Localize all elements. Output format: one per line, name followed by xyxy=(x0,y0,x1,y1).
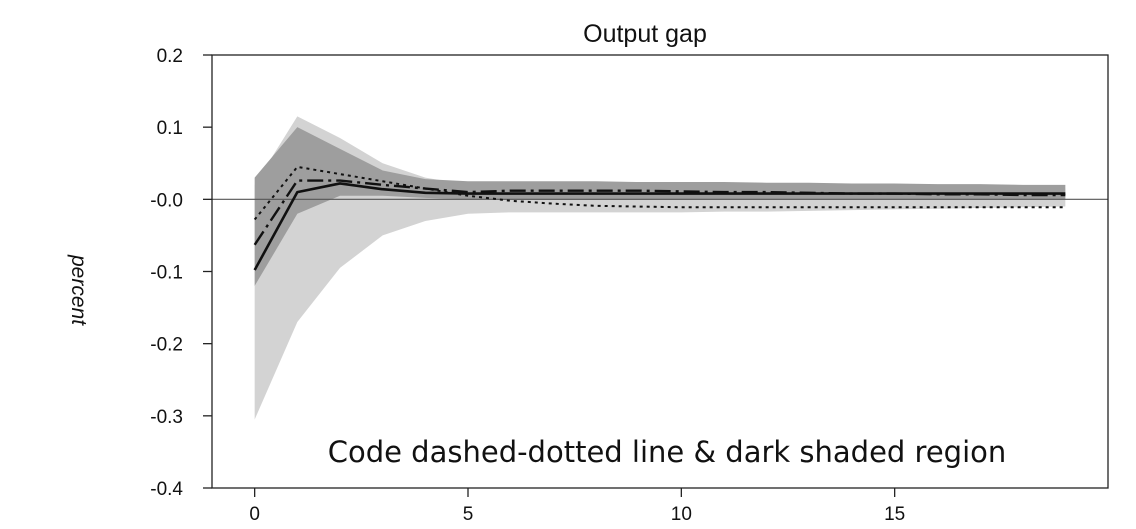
chart-annotation: Code dashed-dotted line & dark shaded re… xyxy=(328,435,1007,469)
series-lines xyxy=(253,165,1066,271)
y-tick-label: 0.2 xyxy=(157,46,183,67)
y-tick-label: -0.3 xyxy=(150,407,183,428)
y-tick-label: 0.1 xyxy=(157,118,183,139)
x-tick-label: 10 xyxy=(671,504,692,525)
dashdot-series-line xyxy=(253,179,1066,246)
light-shaded-band xyxy=(254,116,1066,420)
chart-title: Output gap xyxy=(583,20,707,48)
axes: 0.2 0.1 -0.0 -0.1 -0.2 -0.3 -0.4 0 5 10 15 xyxy=(150,46,1109,525)
x-tick-label: 0 xyxy=(249,504,260,525)
x-tick-label: 5 xyxy=(463,504,474,525)
x-tick-label: 15 xyxy=(884,504,905,525)
y-tick-label: -0.2 xyxy=(150,335,183,356)
y-tick-label: -0.1 xyxy=(150,263,183,284)
confidence-bands xyxy=(254,116,1066,420)
y-tick-label: -0.0 xyxy=(150,190,183,211)
y-tick-label: -0.4 xyxy=(150,479,183,500)
dotted-series-line xyxy=(253,165,1066,221)
y-axis-label: percent xyxy=(67,254,90,326)
plot-frame xyxy=(211,54,1109,489)
